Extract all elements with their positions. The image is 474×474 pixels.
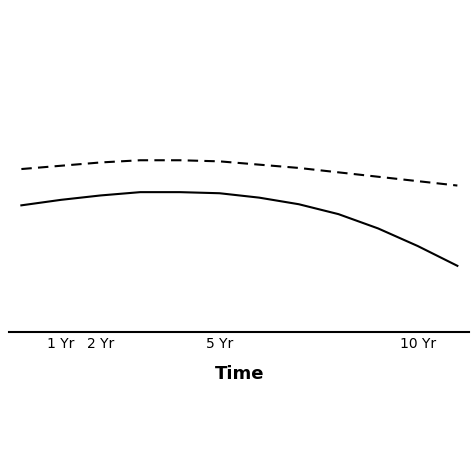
X-axis label: Time: Time — [215, 365, 264, 383]
